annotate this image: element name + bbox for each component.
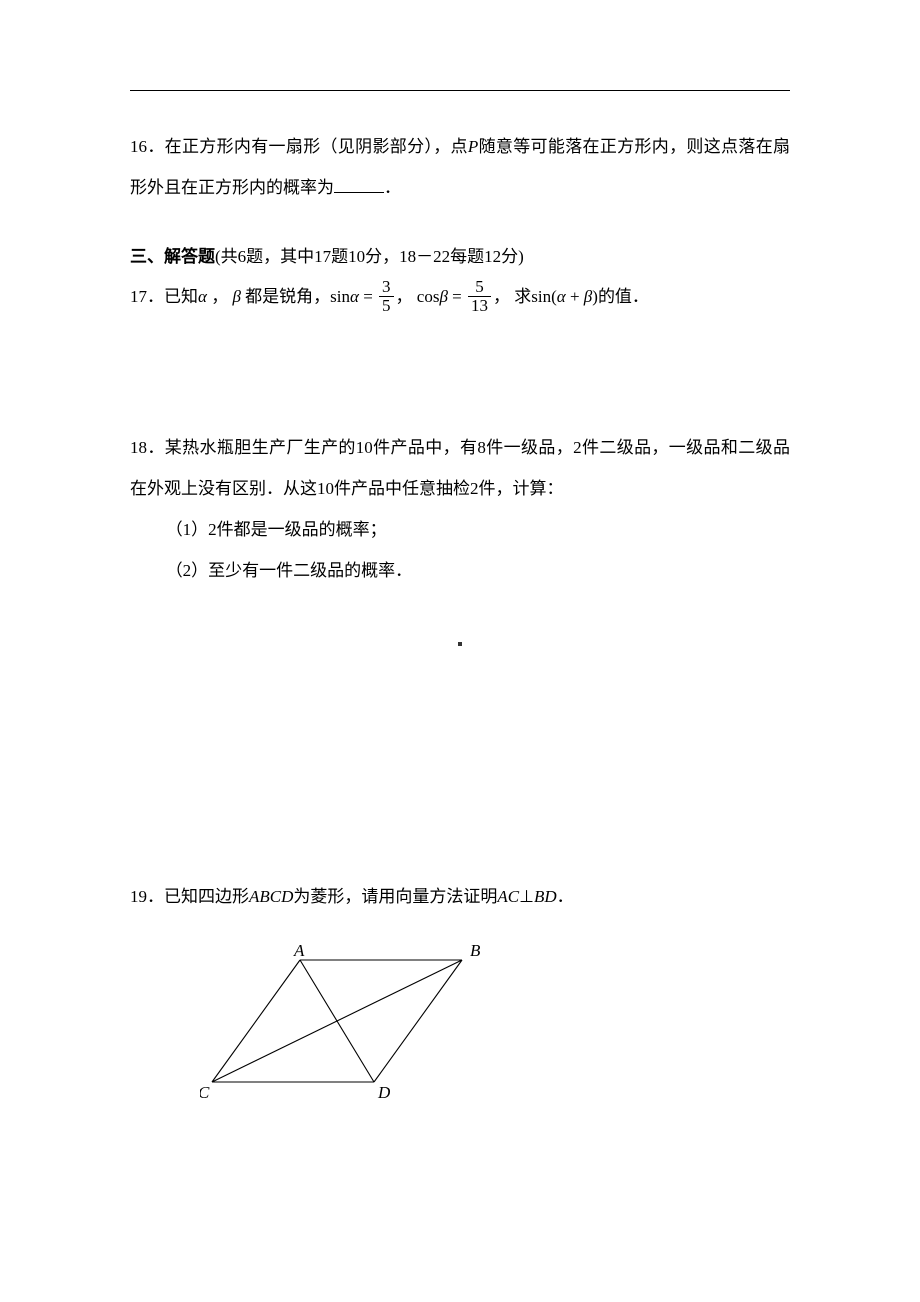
q17-eq2: =: [448, 287, 466, 306]
q17-tail1: 求: [514, 287, 531, 306]
center-marker: [458, 642, 462, 646]
q17-frac2-num: 5: [468, 278, 491, 296]
q17-mid1: 都是锐角，: [241, 287, 330, 306]
q19-abcd: ABCD: [249, 887, 293, 906]
q16-blank[interactable]: [334, 174, 384, 193]
question-18: 18．某热水瓶胆生产厂生产的10件产品中，有8件一级品，2件二级品，一级品和二级…: [130, 428, 790, 510]
q19-bd: BD: [534, 887, 557, 906]
q17-eq1: =: [359, 287, 377, 306]
q17-sin: sin: [330, 287, 350, 306]
q16-var-p: P: [468, 137, 478, 156]
q19-diagram: A B C D: [200, 942, 790, 1126]
question-17: 17．已知α ， β 都是锐角，sinα = 35， cosβ = 513， 求…: [130, 277, 790, 318]
q19-ac: AC: [497, 887, 519, 906]
q17-frac1-den: 5: [379, 296, 394, 315]
section-3-title: 三、解答题(共6题，其中17题10分，18－22每题12分): [130, 237, 790, 278]
q18-number: 18．: [130, 438, 165, 457]
q17-lead: 已知: [164, 287, 198, 306]
q17-beta-3: β: [584, 287, 592, 306]
q19-text2: 为菱形，请用向量方法证明: [293, 887, 497, 906]
exam-page: 16．在正方形内有一扇形（见阴影部分），点P随意等可能落在正方形内，则这点落在扇…: [0, 0, 920, 1302]
q17-beta-1: β: [232, 287, 240, 306]
q19-perp: ⊥: [519, 887, 534, 906]
q17-c1: ，: [207, 287, 233, 306]
q17-tail2: 的值．: [598, 287, 649, 306]
q16-number: 16．: [130, 137, 165, 156]
svg-text:B: B: [470, 942, 481, 960]
svg-text:D: D: [377, 1083, 391, 1102]
q17-frac2-den: 13: [468, 296, 491, 315]
q17-frac1: 35: [379, 278, 394, 315]
section-3-label: 三、解答题: [130, 247, 215, 266]
svg-text:C: C: [200, 1083, 210, 1102]
q17-frac2: 513: [468, 278, 491, 315]
spacer-after-18: [130, 591, 790, 877]
q17-number: 17．: [130, 287, 164, 306]
q18-line1: 某热水瓶胆生产厂生产的10件产品中，有8件一级品，2件二级品，一级品和二级品在外…: [130, 438, 790, 498]
q17-plus: +: [566, 287, 584, 306]
q18-item-2: （2）至少有一件二级品的概率．: [130, 551, 790, 592]
q17-alpha-2: α: [350, 287, 359, 306]
q17-cos: cos: [417, 287, 440, 306]
section-3-note: (共6题，其中17题10分，18－22每题12分): [215, 247, 524, 266]
q19-number: 19．: [130, 887, 164, 906]
q17-sinab-open: sin(: [531, 287, 557, 306]
question-19: 19．已知四边形ABCD为菱形，请用向量方法证明AC⊥BD．: [130, 877, 790, 918]
spacer-after-17: [130, 318, 790, 428]
svg-text:A: A: [293, 942, 305, 960]
q17-c2: ，: [396, 287, 413, 306]
q19-period: ．: [557, 887, 574, 906]
q16-text-a: 在正方形内有一扇形（见阴影部分），点: [165, 137, 468, 156]
q16-period: ．: [384, 178, 401, 197]
q17-frac1-num: 3: [379, 278, 394, 296]
q17-beta-2: β: [439, 287, 447, 306]
q17-alpha-3: α: [557, 287, 566, 306]
q17-alpha-1: α: [198, 287, 207, 306]
q18-item-1: （1）2件都是一级品的概率；: [130, 510, 790, 551]
question-16: 16．在正方形内有一扇形（见阴影部分），点P随意等可能落在正方形内，则这点落在扇…: [130, 127, 790, 209]
q19-text1: 已知四边形: [164, 887, 249, 906]
rhombus-svg: A B C D: [200, 942, 500, 1112]
q17-c3: ，: [493, 287, 510, 306]
top-rule: [130, 90, 790, 91]
